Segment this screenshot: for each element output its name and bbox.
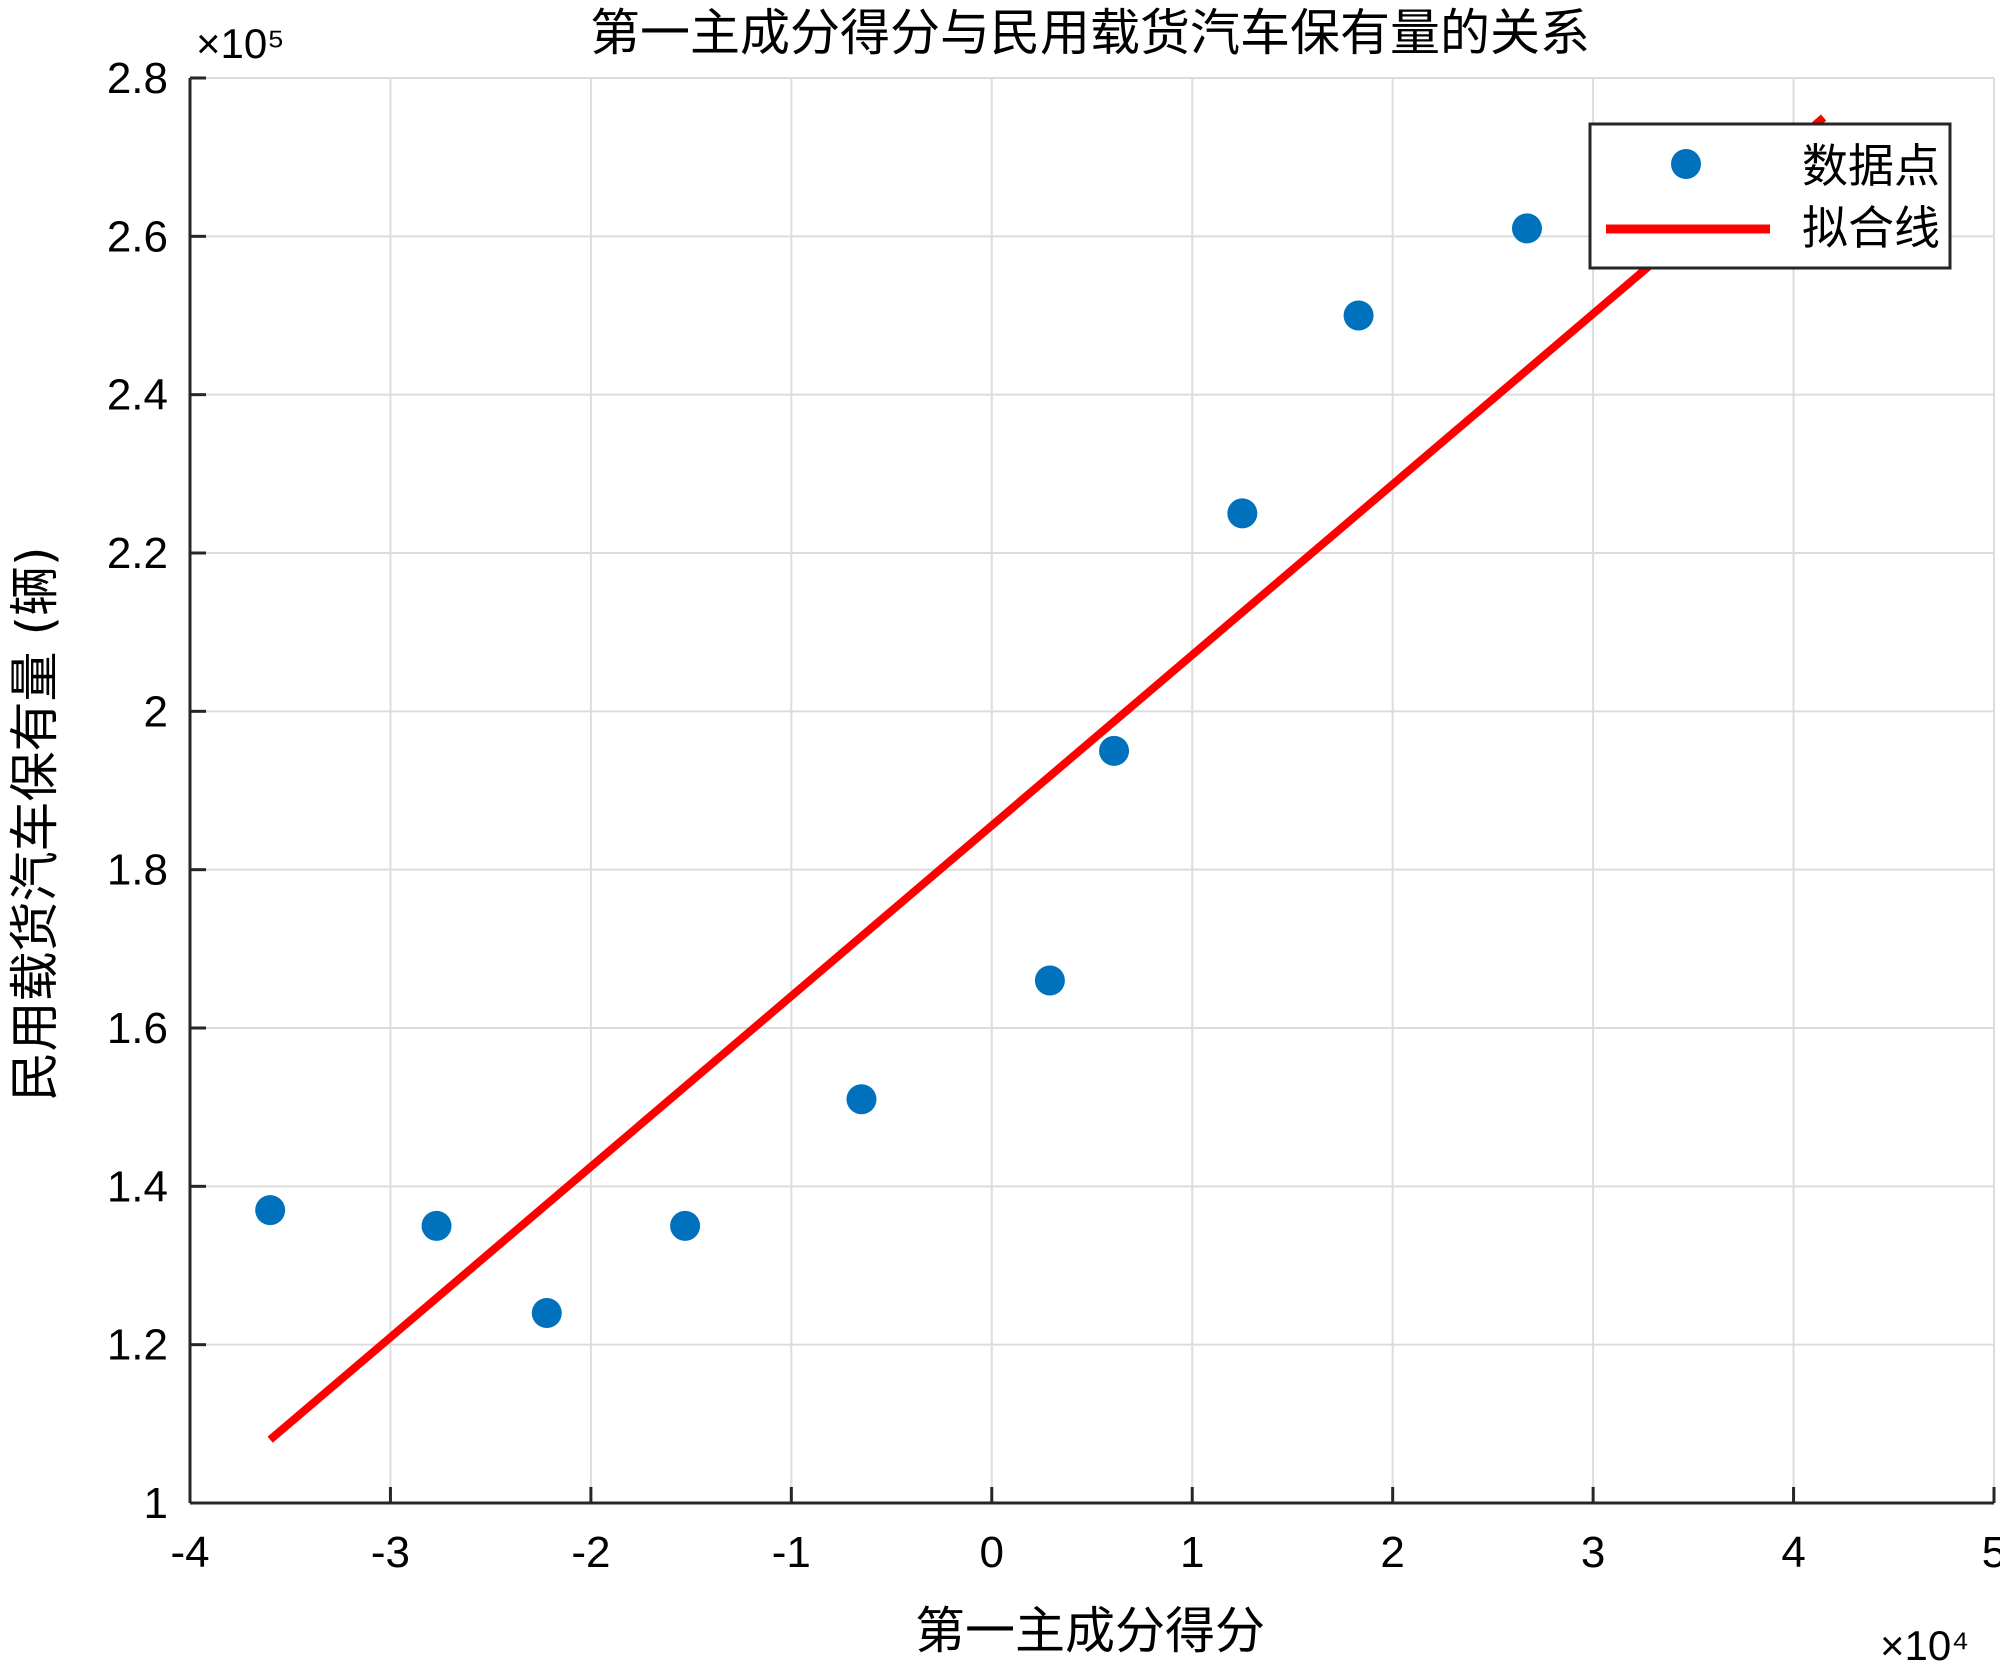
data-point xyxy=(1099,735,1130,766)
data-point xyxy=(531,1298,562,1328)
y-tick-label: 1 xyxy=(144,1479,168,1528)
fit-line xyxy=(267,114,1827,1443)
legend-label-points: 数据点 xyxy=(1802,139,1940,193)
x-tick-label: 1 xyxy=(1180,1528,1204,1577)
x-tick-label: 5 xyxy=(1982,1528,2000,1577)
data-point xyxy=(1343,300,1374,331)
y-tick-label: 2.4 xyxy=(107,371,168,420)
data-point xyxy=(1034,965,1065,996)
data-point xyxy=(1511,213,1542,244)
legend-label-fit-line: 拟合线 xyxy=(1802,201,1940,255)
x-tick-label: -4 xyxy=(170,1528,209,1577)
x-tick-label: -3 xyxy=(371,1528,410,1577)
y-tick-label: 2.8 xyxy=(107,54,168,103)
y-axis-label: 民用载货汽车保有量 (辆) xyxy=(6,547,64,1102)
x-tick-label: -2 xyxy=(571,1528,610,1577)
x-tick-label: -1 xyxy=(772,1528,811,1577)
x-tick-label: 0 xyxy=(980,1528,1004,1577)
legend: 数据点 拟合线 xyxy=(1588,122,1952,270)
y-tick-label: 2.2 xyxy=(107,529,168,578)
x-tick-label: 3 xyxy=(1581,1528,1605,1577)
data-point xyxy=(1227,498,1258,529)
data-point xyxy=(421,1210,452,1241)
legend-box xyxy=(1588,122,1952,270)
fit-line-series xyxy=(267,114,1827,1443)
legend-marker-points xyxy=(1671,149,1701,179)
y-tick-label: 2 xyxy=(144,687,168,736)
x-tick-label: 4 xyxy=(1781,1528,1805,1577)
x-axis-multiplier: ×10⁴ xyxy=(1880,1622,1969,1668)
y-tick-label: 1.6 xyxy=(107,1004,168,1053)
x-axis-label: 第一主成分得分 xyxy=(915,1602,1265,1660)
x-tick-label: 2 xyxy=(1380,1528,1404,1577)
y-tick-label: 2.6 xyxy=(107,212,168,261)
data-point xyxy=(846,1084,877,1115)
data-point xyxy=(670,1210,701,1241)
y-tick-label: 1.4 xyxy=(107,1162,168,1211)
grid-lines xyxy=(189,77,1995,1504)
tick-labels: -4 -3 -2 -1 0 1 2 3 4 5 1 1.2 1.4 1.6 1.8 2 2.2 2.4 2.6 2.8 xyxy=(107,54,2000,1577)
axes xyxy=(188,76,1996,1505)
data-point xyxy=(255,1195,286,1226)
y-tick-label: 1.8 xyxy=(107,846,168,895)
data-points-series xyxy=(255,213,1542,1328)
y-tick-label: 1.2 xyxy=(107,1321,168,1370)
chart-title: 第一主成分得分与民用载货汽车保有量的关系 xyxy=(590,4,1590,62)
y-axis-multiplier: ×10⁵ xyxy=(196,20,285,67)
